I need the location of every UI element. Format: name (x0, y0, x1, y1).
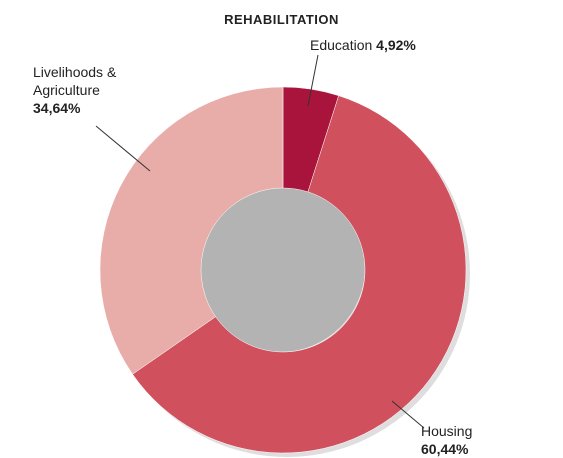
value-label: 34,64% (33, 100, 81, 116)
value-label: 4,92% (376, 37, 416, 53)
category-label: Livelihoods & Agriculture (33, 64, 117, 98)
inner-shadow (195, 182, 365, 352)
slice-label: Education 4,92% (310, 36, 416, 54)
slice-label: Housing 60,44% (421, 422, 472, 458)
value-label: 60,44% (421, 441, 469, 457)
category-label: Education (310, 37, 373, 53)
leader-line (391, 400, 425, 429)
donut-slice (132, 95, 467, 454)
category-label: Housing (421, 423, 473, 439)
donut-slice (99, 86, 284, 375)
slice-label: Livelihoods & Agriculture 34,64% (33, 63, 143, 117)
chart-title: REHABILITATION (224, 12, 339, 27)
leader-line (95, 125, 151, 172)
leader-line (307, 54, 319, 107)
